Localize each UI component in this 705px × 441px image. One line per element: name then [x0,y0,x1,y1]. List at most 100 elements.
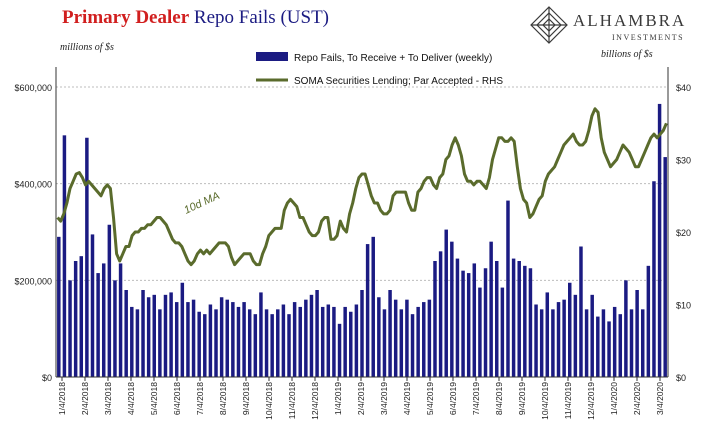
bar [551,309,555,377]
bar [478,287,482,377]
bar [276,309,280,377]
legend-label-bars: Repo Fails, To Receive + To Deliver (wee… [294,53,492,64]
bar [281,304,286,377]
bar [545,292,550,377]
bar [601,309,606,377]
bar [270,314,274,377]
bar [79,256,84,377]
title-primary-dealer: Primary Dealer [62,7,190,28]
bar [96,273,100,377]
bar [405,299,409,377]
bar [377,297,381,377]
line-series [56,107,668,267]
axes: $0 $200,000 $400,000 $600,000 $0 $10 $20 $30 $40… [14,67,691,420]
bar [495,261,499,377]
bar [203,314,207,377]
bar [349,311,353,377]
bar [438,251,443,377]
bar [461,270,465,377]
x-tick-label: 11/4/2019 [563,382,573,419]
bar [320,306,325,377]
y-tick-label: $600,000 [14,83,52,93]
bar [511,258,516,377]
bar [539,309,544,377]
bar [618,314,623,377]
bar [444,229,448,377]
x-tick-label: 1/4/2019 [333,382,343,415]
y2-tick-label: $30 [676,156,691,166]
bar [652,181,656,377]
bar [141,290,145,377]
bar [528,268,533,377]
bar [562,299,566,377]
x-tick-label: 2/4/2020 [632,382,642,415]
bar [517,261,521,377]
bar [568,282,572,377]
bar [596,316,600,377]
bar [393,299,398,377]
alhambra-logo: ALHAMBRA INVESTMENTS [529,5,699,47]
bar [584,309,589,377]
bar [264,309,269,377]
bar [259,292,263,377]
legend: Repo Fails, To Receive + To Deliver (wee… [256,52,503,87]
bar [191,299,196,377]
x-tick-label: 4/4/2019 [402,382,412,415]
bar [590,294,594,377]
x-tick-label: 10/4/2019 [540,382,550,420]
bar [287,314,291,377]
bar [483,268,488,377]
bar [158,309,162,377]
x-tick-label: 2/4/2018 [80,382,90,415]
bar [534,304,538,377]
bar [118,263,123,377]
logo-subtitle: INVESTMENTS [612,33,685,42]
bar [388,290,392,377]
bar [113,280,117,377]
bar [657,103,662,378]
bar [433,261,437,377]
bar [68,280,72,377]
bar [304,299,308,377]
bar [332,306,336,377]
bar [382,309,387,377]
bar [427,299,432,377]
bar [152,294,156,377]
bar [186,302,190,377]
bar [315,290,319,377]
chart-title: Primary Dealer Repo Fails (UST) [62,7,329,29]
bar [399,309,404,377]
title-repo-fails: Repo Fails (UST) [193,7,329,28]
x-tick-label: 1/4/2018 [57,382,67,415]
y2-tick-label: $40 [676,83,691,93]
bar [455,258,460,377]
x-tick-label: 5/4/2018 [149,382,159,415]
bar [573,294,578,377]
bar [365,244,370,377]
bar [343,306,347,377]
x-tick-label: 3/4/2020 [655,382,665,415]
bar [208,304,213,377]
diamond-lattice-icon [530,6,568,44]
bar [101,263,106,377]
bar [85,137,89,377]
logo-name: ALHAMBRA [573,11,687,30]
bar [292,302,297,377]
bar [523,265,527,377]
bar [169,292,173,377]
bar [57,236,61,377]
bar [489,241,493,377]
x-tick-label: 2/4/2019 [356,382,366,415]
x-tick-label: 1/4/2020 [609,382,619,415]
bar [410,314,415,377]
bar [73,261,78,377]
bar [506,200,510,377]
bar [247,309,252,377]
bar [180,282,185,377]
bar [337,323,342,377]
bar [90,234,95,377]
x-tick-label: 5/4/2019 [425,382,435,415]
bar [124,290,128,377]
bar [354,304,359,377]
y-tick-label: $400,000 [14,180,52,190]
